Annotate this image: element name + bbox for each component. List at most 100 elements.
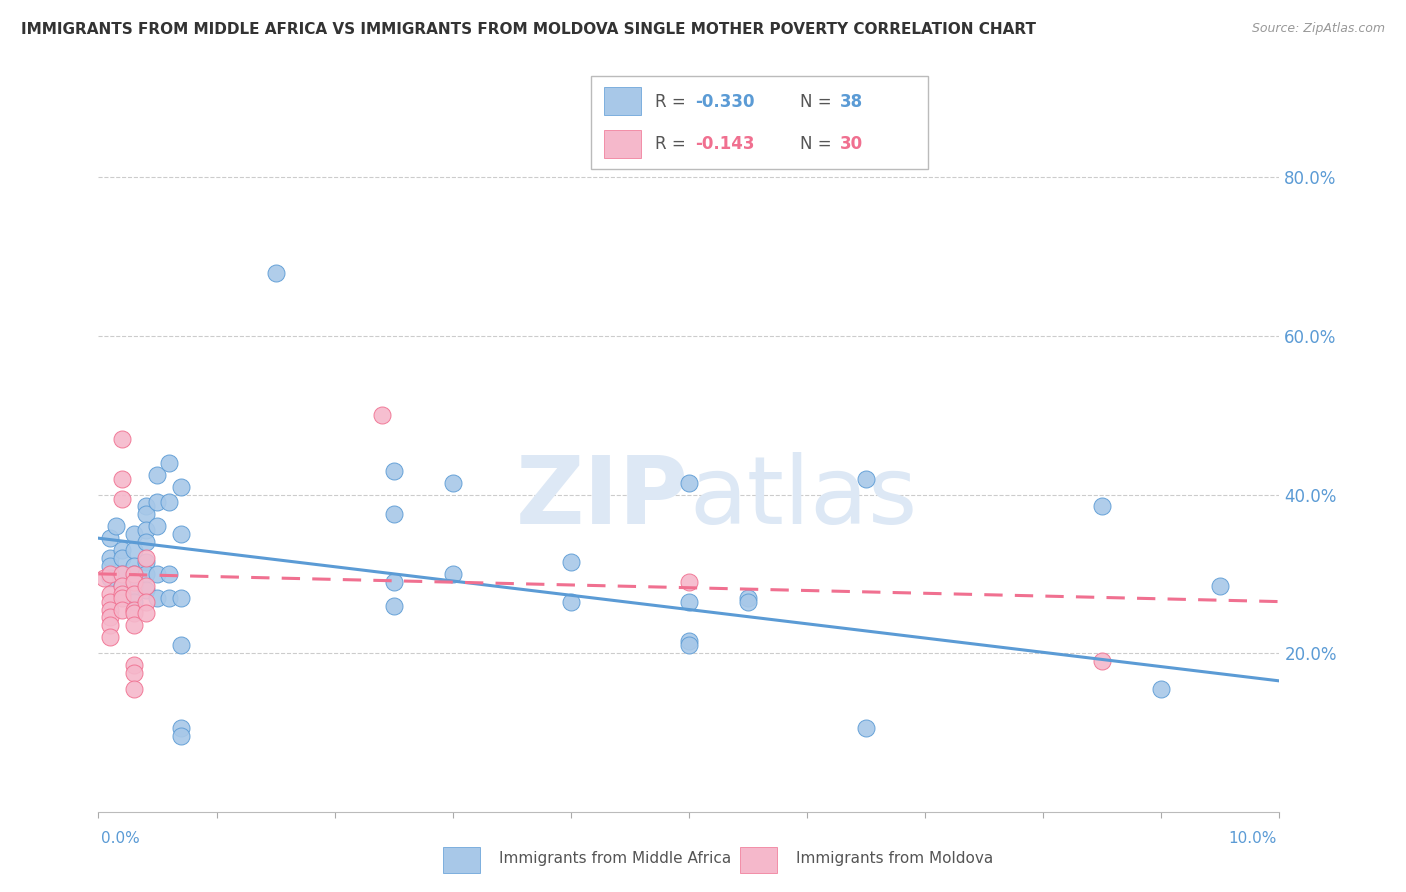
Text: ZIP: ZIP <box>516 451 689 544</box>
Point <box>170 591 193 605</box>
Point <box>135 551 157 566</box>
Point <box>157 591 180 605</box>
Point <box>122 587 145 601</box>
FancyBboxPatch shape <box>443 847 481 872</box>
Point <box>135 582 157 597</box>
Point <box>122 594 145 608</box>
Point <box>135 523 157 537</box>
Point <box>737 591 759 605</box>
Point <box>678 574 700 589</box>
Text: Source: ZipAtlas.com: Source: ZipAtlas.com <box>1251 22 1385 36</box>
Point <box>111 472 134 486</box>
Point <box>135 607 157 621</box>
Point <box>122 543 145 558</box>
Point <box>264 266 287 280</box>
FancyBboxPatch shape <box>605 130 641 158</box>
Point <box>441 566 464 581</box>
Point <box>1091 654 1114 668</box>
Text: atlas: atlas <box>689 451 917 544</box>
Point <box>382 574 405 589</box>
Point <box>122 618 145 632</box>
Point <box>98 594 121 608</box>
Text: -0.143: -0.143 <box>695 136 755 153</box>
Point <box>98 587 121 601</box>
Point <box>157 566 180 581</box>
Point <box>1150 681 1173 696</box>
Point <box>122 579 145 593</box>
Point <box>122 658 145 673</box>
Point <box>1091 500 1114 514</box>
Point <box>441 475 464 490</box>
FancyBboxPatch shape <box>605 87 641 115</box>
Point <box>122 566 145 581</box>
Point <box>122 602 145 616</box>
Point <box>170 730 193 744</box>
Point <box>737 594 759 608</box>
Point <box>135 594 157 608</box>
Text: 10.0%: 10.0% <box>1229 831 1277 846</box>
Point <box>122 558 145 573</box>
Text: R =: R = <box>655 93 690 111</box>
Point <box>146 591 169 605</box>
Point <box>93 571 115 585</box>
Point <box>98 610 121 624</box>
Point <box>170 638 193 652</box>
Point <box>122 665 145 680</box>
Point <box>111 591 134 605</box>
Point <box>678 638 700 652</box>
Text: N =: N = <box>800 93 837 111</box>
Point <box>146 566 169 581</box>
Point <box>135 579 157 593</box>
Point <box>146 467 169 482</box>
Point <box>1209 579 1232 593</box>
Point <box>371 409 394 423</box>
Point <box>170 722 193 736</box>
FancyBboxPatch shape <box>591 76 928 169</box>
Point <box>98 630 121 644</box>
Point <box>98 531 121 545</box>
Point <box>111 551 134 566</box>
Point <box>678 594 700 608</box>
Point <box>122 681 145 696</box>
Point <box>122 566 145 581</box>
Point <box>98 551 121 566</box>
Point <box>111 491 134 506</box>
Point <box>111 543 134 558</box>
Text: R =: R = <box>655 136 690 153</box>
Point <box>111 602 134 616</box>
Point <box>135 535 157 549</box>
Point <box>105 519 128 533</box>
Point <box>135 508 157 522</box>
Text: -0.330: -0.330 <box>695 93 755 111</box>
Text: N =: N = <box>800 136 837 153</box>
Point <box>382 508 405 522</box>
Point <box>560 555 582 569</box>
Text: Immigrants from Moldova: Immigrants from Moldova <box>796 851 993 866</box>
Point <box>111 579 134 593</box>
Point <box>855 722 877 736</box>
Point <box>382 464 405 478</box>
Text: 38: 38 <box>841 93 863 111</box>
Point <box>170 527 193 541</box>
FancyBboxPatch shape <box>740 847 778 872</box>
Point <box>111 579 134 593</box>
Point <box>560 594 582 608</box>
Point <box>678 634 700 648</box>
Point <box>146 519 169 533</box>
Point <box>382 599 405 613</box>
Point <box>135 566 157 581</box>
Point <box>146 495 169 509</box>
Text: IMMIGRANTS FROM MIDDLE AFRICA VS IMMIGRANTS FROM MOLDOVA SINGLE MOTHER POVERTY C: IMMIGRANTS FROM MIDDLE AFRICA VS IMMIGRA… <box>21 22 1036 37</box>
Point <box>135 500 157 514</box>
Point <box>111 432 134 446</box>
Point <box>170 480 193 494</box>
Point <box>157 456 180 470</box>
Point <box>855 472 877 486</box>
Point <box>98 618 121 632</box>
Point <box>122 574 145 589</box>
Point <box>678 475 700 490</box>
Text: 30: 30 <box>841 136 863 153</box>
Point <box>98 571 121 585</box>
Point <box>98 602 121 616</box>
Point <box>98 566 121 581</box>
